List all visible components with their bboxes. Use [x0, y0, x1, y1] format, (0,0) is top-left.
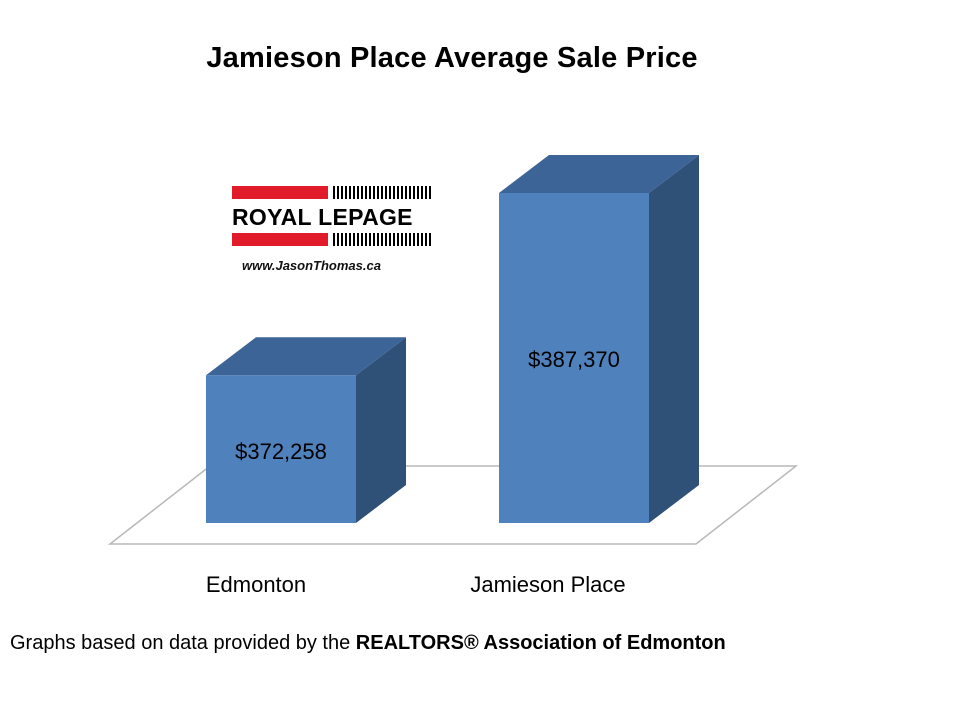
- logo-barcode-bottom: [333, 233, 431, 246]
- bar-1: [499, 193, 649, 523]
- footnote-prefix: Graphs based on data provided by the: [10, 632, 356, 654]
- logo-red-stripe-top: [232, 186, 328, 199]
- footnote-source: REALTORS® Association of Edmonton: [355, 632, 726, 654]
- bar-top-1: [499, 155, 699, 193]
- data-source-footnote: Graphs based on data provided by the REA…: [10, 632, 726, 655]
- bar-side-1: [649, 155, 699, 523]
- category-label-1: Jamieson Place: [470, 572, 625, 597]
- data-label-0: $372,258: [235, 439, 327, 464]
- category-label-0: Edmonton: [206, 572, 306, 597]
- bar-top-0: [206, 337, 406, 376]
- logo-url: www.JasonThomas.ca: [242, 258, 381, 273]
- data-label-1: $387,370: [528, 347, 620, 372]
- royal-lepage-logo: ROYAL LEPAGE www.JasonThomas.ca: [232, 186, 432, 276]
- bar-0: [206, 375, 356, 523]
- bars-group: $372,258 Edmonton $387,370 Jamieson Place: [206, 155, 699, 597]
- chart-title: Jamieson Place Average Sale Price: [206, 42, 698, 74]
- logo-barcode-top: [333, 186, 431, 199]
- bar-side-0: [356, 337, 406, 523]
- logo-red-stripe-bottom: [232, 233, 328, 246]
- logo-brand-text: ROYAL LEPAGE: [232, 204, 413, 230]
